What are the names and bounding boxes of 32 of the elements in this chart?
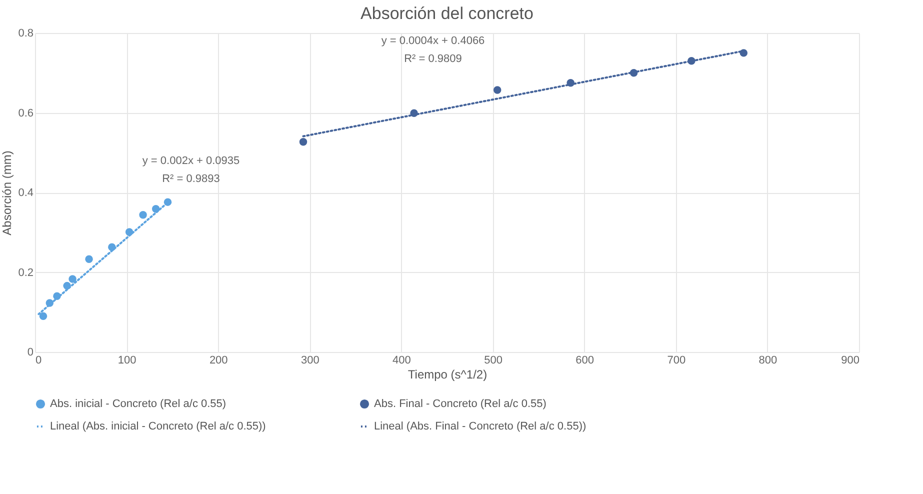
x-tick-label: 500	[484, 354, 502, 366]
x-tick-label: 400	[392, 354, 411, 366]
x-tick-label: 700	[667, 354, 686, 366]
y-tick-label: 0.6	[18, 107, 34, 120]
chart-title: Absorción del concreto	[360, 4, 534, 23]
legend-label: Abs. inicial - Concreto (Rel a/c 0.55)	[50, 398, 226, 410]
point	[493, 86, 502, 94]
x-tick-label: 600	[576, 354, 594, 366]
y-tick-label: 0	[27, 346, 34, 358]
y-tick-label: 0.8	[18, 28, 34, 40]
x-tick-label: 0	[36, 354, 42, 366]
annotation: R² = 0.9809	[404, 53, 462, 65]
x-axis-title: Tiempo (s^1/2)	[408, 368, 488, 382]
y-axis-title: Absorción (mm)	[0, 150, 14, 236]
point	[299, 138, 308, 146]
point	[85, 255, 93, 263]
legend-label: Lineal (Abs. inicial - Concreto (Rel a/c 0.55))	[50, 420, 266, 432]
x-tick-label: 100	[118, 354, 136, 366]
x-tick-label: 900	[841, 354, 860, 366]
x-tick-label: 300	[300, 354, 320, 366]
legend-label: Lineal (Abs. Final - Concreto (Rel a/c 0.55))	[374, 420, 586, 432]
annotation: y = 0.002x + 0.0935	[142, 155, 240, 167]
legend-label: Abs. Final - Concreto (Rel a/c 0.55)	[374, 398, 546, 410]
x-tick-label: 200	[209, 354, 228, 366]
x-tick-label: 800	[758, 354, 778, 366]
y-tick-label: 0.2	[18, 266, 34, 279]
annotation: R² = 0.9893	[162, 173, 220, 185]
point	[139, 210, 147, 219]
y-tick-label: 0.4	[18, 187, 34, 199]
point	[68, 275, 76, 283]
point	[39, 312, 48, 320]
annotation: y = 0.0004x + 0.4066	[381, 35, 485, 47]
